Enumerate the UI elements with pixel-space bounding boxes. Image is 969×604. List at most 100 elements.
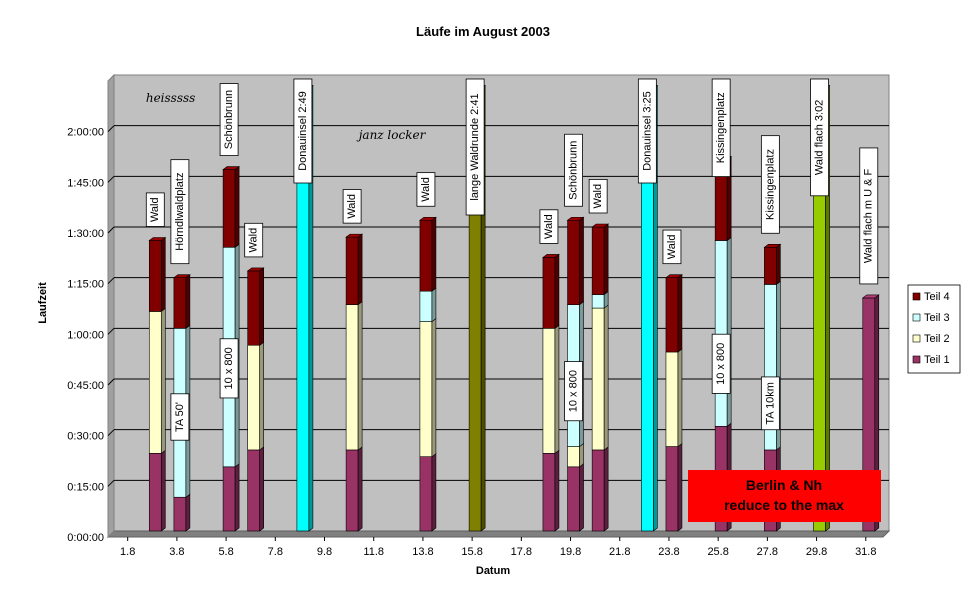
- bar-side: [357, 233, 363, 306]
- bar-label-bg: [465, 78, 485, 216]
- grid-line-side: [107, 175, 115, 183]
- bar-segment: [345, 233, 363, 306]
- bar-side: [357, 301, 363, 451]
- bar-front: [148, 453, 162, 532]
- bar-label: Wald: [149, 197, 161, 222]
- y-tick-label: 1:00:00: [67, 329, 104, 341]
- bar-front: [419, 321, 433, 457]
- bar-label-box: Kissingenplatz: [711, 78, 731, 177]
- bar-label-box: Wald: [539, 209, 559, 244]
- bar-side: [185, 493, 191, 532]
- bar-segment: [247, 341, 264, 451]
- bar-label: Schönbrunn: [223, 90, 235, 149]
- chart-annotation: heisssss: [146, 91, 195, 105]
- bar-label2-bg: [219, 338, 239, 399]
- bar-segment: [714, 236, 732, 427]
- x-tick-label: 31.8: [855, 546, 876, 558]
- bar-segment: [247, 267, 264, 346]
- bar-front: [173, 277, 187, 329]
- bar-label2-box: 10 x 800: [564, 361, 583, 422]
- bar-top: [222, 166, 240, 170]
- x-tick-label: 15.8: [461, 546, 482, 558]
- bar-segment: [567, 442, 584, 468]
- bar-segment: [222, 165, 240, 248]
- bar-label-box: Kissingenplatz: [760, 135, 780, 234]
- bar-label-bg: [416, 172, 436, 207]
- bar-segment: [419, 216, 437, 292]
- bar-side: [431, 317, 437, 458]
- y-axis-label: Laufzeit: [37, 282, 49, 324]
- bar-label-bg: [760, 135, 780, 234]
- bar-side: [259, 341, 264, 451]
- bar-side: [677, 442, 683, 532]
- bar-segment: [419, 317, 437, 458]
- y-tick-label: 2:00:00: [67, 127, 104, 139]
- bar-label2: 10 x 800: [567, 370, 579, 412]
- bar-label-bg: [588, 178, 608, 214]
- bar-label: Donauinsel 2:49: [297, 91, 309, 171]
- bar-segment: [665, 442, 683, 532]
- bar-label-bg: [637, 78, 657, 184]
- x-tick-label: 5.8: [218, 546, 233, 558]
- bar-segment: [665, 348, 683, 448]
- bar-segment: [148, 449, 166, 532]
- bar-label-bg: [564, 133, 583, 207]
- bar-label-bg: [145, 192, 165, 227]
- bar-segment: [222, 463, 240, 532]
- x-tick-label: 25.8: [707, 546, 728, 558]
- x-tick-label: 17.8: [511, 546, 532, 558]
- bar-label2-bg: [564, 361, 583, 422]
- grid-line-side: [107, 429, 115, 437]
- bar-side: [259, 446, 264, 532]
- bar-label2-bg: [760, 376, 780, 431]
- bar-segment: [591, 304, 609, 451]
- bar-side: [259, 267, 264, 346]
- x-axis-label: Datum: [476, 565, 510, 577]
- bar-segment: [714, 155, 732, 242]
- bar-segment: [173, 493, 191, 532]
- y-tick-label: 1:15:00: [67, 279, 104, 291]
- bar-side: [357, 446, 363, 532]
- x-tick-label: 1.8: [120, 546, 135, 558]
- bar-segment: [148, 307, 166, 454]
- x-tick-label: 13.8: [412, 546, 433, 558]
- legend-label: Teil 3: [924, 312, 950, 324]
- plot-floor: [106, 530, 891, 538]
- bar-top: [861, 294, 880, 299]
- bar-front: [567, 466, 580, 532]
- y-tick-label: 0:00:00: [67, 532, 104, 544]
- x-tick-label: 7.8: [268, 546, 283, 558]
- bar-top: [172, 274, 191, 278]
- legend: Teil 4 Teil 3 Teil 2 Teil 1: [907, 284, 961, 374]
- y-tick-label: 1:45:00: [67, 177, 104, 189]
- bar-label: Wald: [666, 235, 678, 260]
- bar-front: [148, 240, 162, 312]
- bar-side: [603, 446, 609, 532]
- bar-top: [345, 233, 364, 238]
- bar-side: [677, 348, 683, 448]
- bar-segment: [665, 274, 683, 353]
- bar-side: [579, 216, 584, 306]
- bar-side: [554, 324, 560, 454]
- bar-label-box: Wald: [244, 222, 264, 258]
- bar-front: [591, 449, 605, 532]
- bar-side: [160, 449, 166, 532]
- y-tick-label: 0:45:00: [67, 380, 104, 392]
- bar-front: [764, 246, 777, 285]
- bar-side: [554, 253, 560, 329]
- bar-label-bg: [539, 209, 559, 244]
- bar-segment: [247, 446, 264, 532]
- bar-front: [247, 449, 260, 532]
- bar-front: [419, 290, 433, 322]
- bar-top: [148, 237, 167, 241]
- banner-text: reduce to the max: [724, 497, 844, 513]
- legend-label: Teil 4: [924, 291, 950, 303]
- bar-label-bg: [170, 159, 190, 265]
- bar-label-box: Wald: [416, 172, 436, 207]
- bar-label: Wald: [543, 214, 555, 239]
- bar-label2: 10 x 800: [223, 347, 235, 389]
- bar-front: [247, 344, 260, 451]
- bar-top: [566, 216, 585, 221]
- bar-front: [665, 277, 679, 353]
